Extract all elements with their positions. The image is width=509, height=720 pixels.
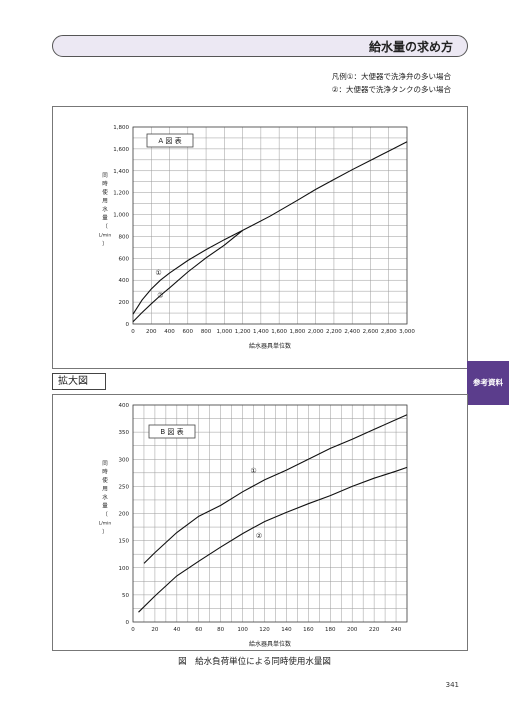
x-tick-label: 180: [325, 627, 336, 633]
page-title: 給水量の求め方: [368, 40, 453, 54]
x-tick-label: 2,800: [381, 329, 397, 335]
y-tick-label: 1,600: [113, 147, 129, 153]
chart-title-box: [146, 133, 194, 148]
section-label: 拡大図: [52, 373, 106, 390]
x-axis-label: 給水器具単位数: [249, 640, 291, 648]
x-tick-label: 1,600: [271, 329, 287, 335]
chart-title: A 図 表: [158, 136, 181, 145]
x-tick-label: 0: [131, 329, 135, 335]
y-tick-label: 1,800: [113, 125, 129, 131]
y-axis-label-char: 量: [102, 215, 108, 222]
series-line: [132, 141, 408, 315]
x-tick-label: 600: [183, 329, 194, 335]
x-tick-label: 80: [217, 627, 224, 633]
y-axis-label-char: L/min: [99, 233, 112, 239]
y-tick-label: 0: [126, 322, 130, 328]
x-tick-label: 0: [131, 627, 135, 633]
series-label: ②: [157, 292, 163, 300]
x-tick-label: 2,600: [363, 329, 379, 335]
x-tick-label: 200: [347, 627, 358, 633]
page-number: 341: [445, 681, 459, 689]
y-tick-label: 800: [119, 234, 130, 240]
y-axis-label-char: L/min: [99, 521, 112, 527]
x-tick-label: 800: [201, 329, 212, 335]
series-label: ②: [256, 532, 262, 540]
series-label: ①: [155, 269, 161, 277]
x-tick-label: 100: [237, 627, 248, 633]
plot-frame: [132, 126, 408, 325]
y-axis-label-char: 用: [102, 198, 108, 205]
x-tick-label: 240: [391, 627, 402, 633]
y-tick-label: 1,400: [113, 169, 129, 175]
y-axis-label-char: 量: [102, 503, 108, 510]
y-tick-label: 100: [119, 566, 130, 572]
y-tick-label: 50: [122, 593, 129, 599]
x-tick-label: 160: [303, 627, 314, 633]
y-tick-label: 1,000: [113, 213, 129, 219]
y-axis-label-char: （: [102, 223, 108, 230]
x-tick-label: 400: [164, 329, 175, 335]
x-tick-label: 220: [369, 627, 380, 633]
y-axis-label-char: 水: [102, 493, 108, 501]
chart-title-box: [148, 424, 196, 439]
side-tab-reference[interactable]: 参考資料: [467, 361, 509, 405]
x-tick-label: 40: [173, 627, 180, 633]
y-tick-label: 1,200: [113, 191, 129, 197]
plot-frame: [132, 404, 408, 623]
y-tick-label: 0: [126, 620, 130, 626]
x-tick-label: 1,200: [235, 329, 251, 335]
x-tick-label: 140: [281, 627, 292, 633]
x-tick-label: 120: [259, 627, 270, 633]
x-tick-label: 60: [195, 627, 202, 633]
x-tick-label: 3,000: [399, 329, 415, 335]
y-axis-label-char: 時: [102, 180, 108, 188]
y-tick-label: 150: [119, 539, 130, 545]
y-axis-label-char: ）: [102, 529, 108, 536]
x-tick-label: 1,800: [290, 329, 306, 335]
y-axis-label-char: 時: [102, 468, 108, 476]
y-tick-label: 600: [119, 256, 130, 262]
y-axis-label-char: 用: [102, 486, 108, 493]
chart-b: 0 50 100 150 200 250 300 350 400 0 20 40 60 80 100 120 1…: [99, 403, 408, 648]
chart-panel-a: 0 200 400 600 800 1,000 1,200 1,400 1,600 1,800 0 2…: [52, 106, 468, 369]
x-tick-label: 200: [146, 329, 157, 335]
x-tick-label: 2,400: [344, 329, 360, 335]
y-tick-label: 400: [119, 278, 130, 284]
series-label: ①: [250, 467, 256, 475]
x-tick-label: 1,400: [253, 329, 269, 335]
x-tick-label: 2,000: [308, 329, 324, 335]
series-line: [132, 229, 243, 323]
series-line: [143, 414, 408, 564]
chart-title: B 図 表: [160, 427, 183, 436]
y-tick-label: 350: [119, 430, 130, 436]
y-tick-label: 400: [119, 403, 130, 409]
y-axis-label-char: 同: [102, 460, 108, 467]
chart-panel-b: 0 50 100 150 200 250 300 350 400 0 20 40 60 80 100 120 1…: [52, 394, 468, 651]
series-line: [138, 466, 408, 613]
y-axis-label-char: 使: [102, 476, 108, 484]
x-tick-label: 20: [151, 627, 158, 633]
x-tick-label: 2,200: [326, 329, 342, 335]
x-axis-label: 給水器具単位数: [249, 342, 291, 350]
y-tick-label: 250: [119, 484, 130, 490]
y-tick-label: 200: [119, 300, 130, 306]
y-axis-label-char: 水: [102, 205, 108, 213]
y-tick-label: 300: [119, 457, 130, 463]
y-axis-label-char: （: [102, 511, 108, 518]
figure-caption: 図 給水負荷単位による同時使用水量図: [178, 657, 331, 667]
header-bar: 給水量の求め方: [52, 35, 468, 57]
y-axis-label-char: ）: [102, 241, 108, 248]
y-axis-label-char: 使: [102, 188, 108, 196]
x-tick-label: 1,000: [216, 329, 232, 335]
legend-line-2: ②：大便器で洗浄タンクの多い場合: [331, 85, 451, 94]
y-axis-label-char: 同: [102, 172, 108, 179]
y-tick-label: 200: [119, 512, 130, 518]
legend-line-1: 凡例①：大便器で洗浄弁の多い場合: [331, 72, 451, 81]
